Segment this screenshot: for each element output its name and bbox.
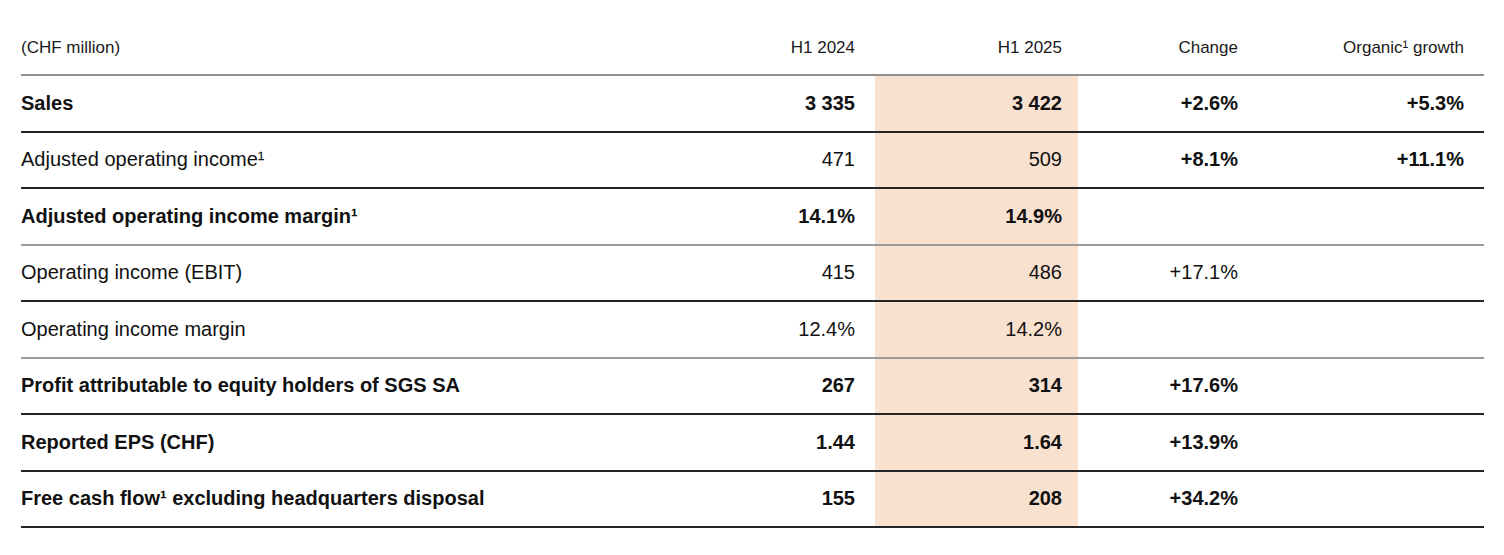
column-header-organic-growth: Organic¹ growth bbox=[1238, 38, 1484, 58]
row-label: Profit attributable to equity holders of… bbox=[21, 374, 685, 397]
value-change: +17.1% bbox=[1078, 261, 1238, 284]
column-header-h1-2025-label: H1 2025 bbox=[998, 38, 1062, 58]
value-h1-2025: 509 bbox=[875, 133, 1078, 188]
table-row-operating-income-margin: Operating income margin 12.4% 14.2% bbox=[21, 302, 1484, 359]
table-row-operating-income-ebit: Operating income (EBIT) 415 486 +17.1% bbox=[21, 246, 1484, 303]
table-row-adjusted-operating-income: Adjusted operating income¹ 471 509 +8.1%… bbox=[21, 133, 1484, 190]
value-h1-2025-text: 14.9% bbox=[1005, 205, 1062, 228]
table-row-sales: Sales 3 335 3 422 +2.6% +5.3% bbox=[21, 76, 1484, 133]
value-h1-2024: 267 bbox=[685, 374, 875, 397]
value-h1-2024: 1.44 bbox=[685, 431, 875, 454]
table-row-free-cash-flow: Free cash flow¹ excluding headquarters d… bbox=[21, 472, 1484, 529]
value-h1-2025-text: 208 bbox=[1029, 487, 1062, 510]
value-h1-2025-text: 509 bbox=[1029, 148, 1062, 171]
value-change: +17.6% bbox=[1078, 374, 1238, 397]
row-label: Reported EPS (CHF) bbox=[21, 431, 685, 454]
value-h1-2024: 155 bbox=[685, 487, 875, 510]
unit-label: (CHF million) bbox=[21, 38, 120, 57]
value-h1-2024: 12.4% bbox=[685, 318, 875, 341]
value-organic: +5.3% bbox=[1238, 92, 1484, 115]
value-h1-2025: 14.9% bbox=[875, 189, 1078, 244]
value-h1-2024: 14.1% bbox=[685, 205, 875, 228]
value-h1-2024: 415 bbox=[685, 261, 875, 284]
value-h1-2025: 208 bbox=[875, 472, 1078, 527]
value-change: +34.2% bbox=[1078, 487, 1238, 510]
column-header-change: Change bbox=[1078, 38, 1238, 58]
value-h1-2025-text: 1.64 bbox=[1023, 431, 1062, 454]
row-label: Adjusted operating income¹ bbox=[21, 148, 685, 171]
column-header-h1-2025: H1 2025 bbox=[875, 0, 1078, 58]
value-change: +13.9% bbox=[1078, 431, 1238, 454]
value-h1-2025-text: 14.2% bbox=[1005, 318, 1062, 341]
row-label: Free cash flow¹ excluding headquarters d… bbox=[21, 487, 685, 510]
table-row-reported-eps: Reported EPS (CHF) 1.44 1.64 +13.9% bbox=[21, 415, 1484, 472]
value-h1-2024: 3 335 bbox=[685, 92, 875, 115]
table-row-adjusted-operating-income-margin: Adjusted operating income margin¹ 14.1% … bbox=[21, 189, 1484, 246]
row-label: Sales bbox=[21, 92, 685, 115]
value-h1-2025: 14.2% bbox=[875, 302, 1078, 357]
value-h1-2025-text: 486 bbox=[1029, 261, 1062, 284]
row-label: Operating income (EBIT) bbox=[21, 261, 685, 284]
value-h1-2024: 471 bbox=[685, 148, 875, 171]
row-label: Operating income margin bbox=[21, 318, 685, 341]
value-h1-2025: 314 bbox=[875, 359, 1078, 414]
column-header-unit: (CHF million) bbox=[21, 38, 685, 58]
table-header-row: (CHF million) H1 2024 H1 2025 Change Org… bbox=[21, 0, 1484, 76]
column-header-h1-2024: H1 2024 bbox=[685, 38, 875, 58]
row-label: Adjusted operating income margin¹ bbox=[21, 205, 685, 228]
value-change: +8.1% bbox=[1078, 148, 1238, 171]
value-h1-2025-text: 3 422 bbox=[1012, 92, 1062, 115]
value-h1-2025-text: 314 bbox=[1029, 374, 1062, 397]
value-h1-2025: 1.64 bbox=[875, 415, 1078, 470]
value-organic: +11.1% bbox=[1238, 148, 1484, 171]
financial-results-table: (CHF million) H1 2024 H1 2025 Change Org… bbox=[21, 0, 1484, 528]
value-change: +2.6% bbox=[1078, 92, 1238, 115]
value-h1-2025: 486 bbox=[875, 246, 1078, 301]
table-row-profit-attributable: Profit attributable to equity holders of… bbox=[21, 359, 1484, 416]
value-h1-2025: 3 422 bbox=[875, 76, 1078, 131]
